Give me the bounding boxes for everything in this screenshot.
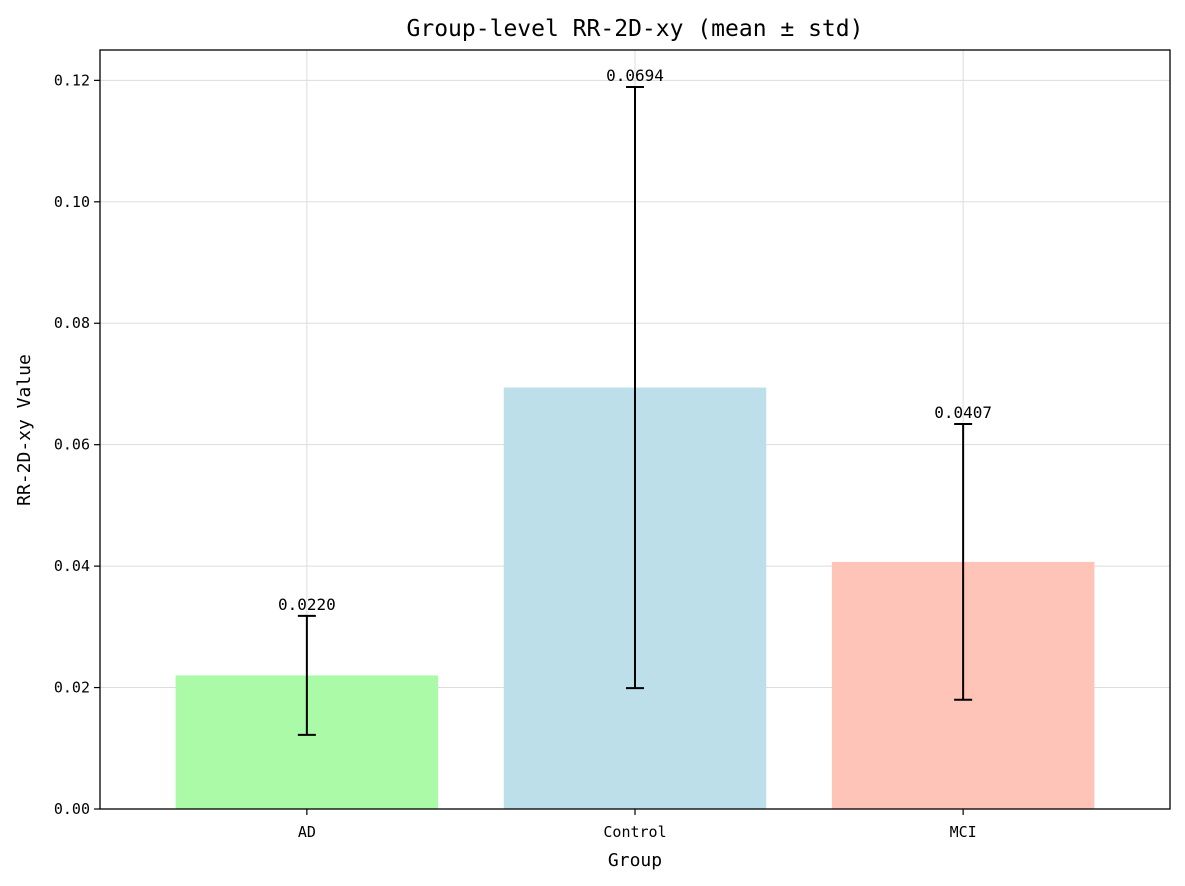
- x-tick-label: AD: [298, 823, 316, 841]
- x-tick-label: MCI: [950, 823, 977, 841]
- chart-title: Group-level RR-2D-xy (mean ± std): [407, 16, 864, 42]
- y-tick-label: 0.02: [54, 679, 90, 697]
- bar-value-label: 0.0694: [606, 66, 664, 85]
- y-tick-label: 0.06: [54, 436, 90, 454]
- y-axis-label: RR-2D-xy Value: [14, 354, 35, 506]
- y-tick-label: 0.12: [54, 71, 90, 89]
- y-tick-label: 0.10: [54, 193, 90, 211]
- y-tick-label: 0.00: [54, 800, 90, 818]
- bar-value-label: 0.0220: [278, 595, 336, 614]
- y-axis-ticks: 0.00 0.02 0.04 0.06 0.08 0.10 0.12: [54, 71, 100, 818]
- x-axis-ticks: AD Control MCI: [298, 809, 977, 841]
- x-axis-label: Group: [608, 850, 662, 871]
- y-tick-label: 0.08: [54, 314, 90, 332]
- bar-value-labels: 0.0220 0.0694 0.0407: [278, 66, 992, 614]
- y-tick-label: 0.04: [54, 557, 90, 575]
- x-tick-label: Control: [603, 823, 666, 841]
- bar-value-label: 0.0407: [934, 403, 992, 422]
- error-bars: [297, 86, 973, 736]
